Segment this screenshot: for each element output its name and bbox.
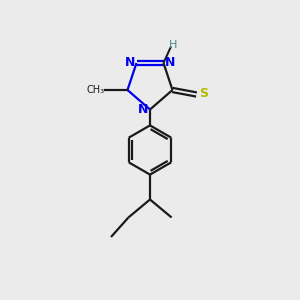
Text: N: N [138, 103, 148, 116]
Text: H: H [169, 40, 178, 50]
Text: N: N [165, 56, 175, 70]
Text: N: N [125, 56, 135, 70]
Text: S: S [200, 86, 208, 100]
Text: CH₃: CH₃ [86, 85, 104, 95]
